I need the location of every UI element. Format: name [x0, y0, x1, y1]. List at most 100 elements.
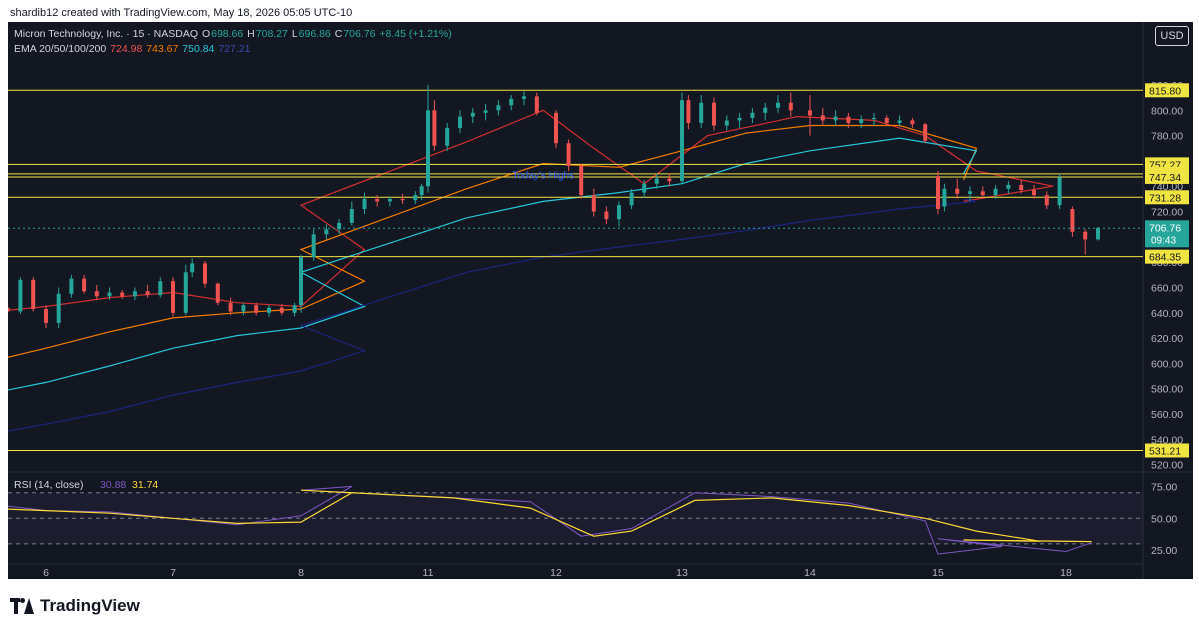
currency-button[interactable]: USD: [1155, 26, 1189, 46]
candle-body: [820, 115, 825, 121]
candle-body: [107, 292, 112, 297]
candle-body: [737, 117, 742, 121]
price-chart[interactable]: 520.00 540.00 560.00 580.00 600.00 620.00 640.…: [8, 22, 1193, 579]
time-tick-label: 15: [932, 567, 944, 579]
price-tick-label: 800.00: [1151, 105, 1183, 117]
candle-body: [94, 291, 99, 297]
candle-body: [629, 192, 634, 206]
candle-body: [808, 110, 812, 116]
rsi-ma-value: 31.74: [132, 479, 158, 491]
candle-body: [566, 143, 571, 166]
candle-body: [267, 307, 271, 313]
candle-body: [292, 305, 297, 313]
ema100-value: 750.84: [182, 43, 215, 55]
candle-body: [279, 307, 284, 313]
candle-body: [82, 278, 87, 292]
candle-body: [654, 178, 659, 184]
candle-body: [617, 205, 621, 220]
annotation-text: Today's Highs: [512, 171, 574, 182]
tradingview-logo: TradingView: [10, 596, 140, 616]
candle-body: [1057, 177, 1062, 206]
ema-label: EMA 20/50/100/200: [14, 43, 107, 55]
price-tick-label: 640.00: [1151, 308, 1183, 320]
price-tick-label: 560.00: [1151, 409, 1183, 421]
candle-body: [362, 198, 367, 210]
level-tag-label: 747.34: [1149, 172, 1181, 184]
candle-body: [591, 195, 596, 212]
level-tag: [1145, 83, 1189, 98]
level-tag: [1145, 169, 1189, 184]
level-tag: [1145, 190, 1189, 205]
candle-body: [445, 128, 450, 146]
candle-body: [884, 117, 889, 123]
rsi-tick-label: 25.00: [1151, 545, 1177, 557]
time-tick-label: 14: [804, 567, 816, 579]
candle-body: [642, 183, 647, 193]
candle-body: [120, 292, 125, 297]
candle-body: [1096, 228, 1100, 240]
ema50-value: 743.67: [146, 43, 179, 55]
candle-body: [324, 229, 329, 235]
level-tag: [1145, 249, 1189, 264]
level-tag-label: 531.21: [1149, 445, 1181, 457]
ema-line-ema100: [8, 137, 978, 391]
candle-body: [419, 186, 424, 196]
candle-body: [31, 279, 36, 309]
change-value: +8.45 (+1.21%): [379, 28, 452, 40]
candle-body: [241, 305, 246, 312]
candle-body: [509, 98, 514, 106]
ohlc-legend: Micron Technology, Inc. · 15 · NASDAQ O6…: [14, 28, 453, 40]
candle-body: [846, 116, 851, 123]
high-label: H: [247, 28, 255, 40]
level-tag-label: 815.80: [1149, 85, 1181, 97]
low-value: 696.86: [298, 28, 331, 40]
candle-body: [1006, 184, 1011, 189]
candle-body: [8, 307, 10, 312]
level-tag: [1145, 443, 1189, 458]
candle-body: [18, 279, 23, 312]
chart-frame[interactable]: Micron Technology, Inc. · 15 · NASDAQ O6…: [8, 22, 1193, 579]
candle-body: [132, 291, 137, 297]
level-tag-label: 731.28: [1149, 192, 1181, 204]
ema200-value: 727.21: [218, 43, 251, 55]
candle-body: [158, 281, 163, 296]
candle-body: [1044, 195, 1049, 206]
chart-caption: shardib12 created with TradingView.com, …: [10, 7, 353, 19]
countdown-label: 09:43: [1151, 235, 1176, 246]
candle-body: [522, 96, 526, 99]
candle-body: [936, 177, 940, 210]
high-value: 708.27: [255, 28, 288, 40]
price-tick-label: 600.00: [1151, 358, 1183, 370]
candle-body: [667, 178, 672, 182]
ema-line-ema20: [8, 109, 1054, 311]
candle-body: [993, 188, 998, 196]
price-tick-label: 780.00: [1151, 131, 1183, 143]
candle-body: [554, 112, 558, 144]
candle-body: [776, 102, 780, 108]
candle-body: [349, 209, 354, 223]
candle-body: [432, 110, 437, 146]
candle-body: [171, 281, 175, 313]
ema20-value: 724.98: [110, 43, 143, 55]
symbol-title: Micron Technology, Inc. · 15 · NASDAQ: [14, 28, 199, 40]
price-tick-label: 720.00: [1151, 207, 1183, 219]
candle-body: [44, 309, 48, 323]
ema-line-ema50: [8, 124, 978, 358]
candle-body: [923, 124, 928, 141]
candle-body: [299, 257, 303, 306]
candle-body: [190, 263, 195, 273]
candle-body: [203, 263, 207, 284]
close-label: C: [334, 28, 343, 40]
price-tick-label: 540.00: [1151, 434, 1183, 446]
candle-body: [712, 102, 716, 126]
rsi-tick-label: 75.00: [1151, 481, 1177, 493]
candle-body: [311, 234, 316, 258]
candle-body: [699, 102, 704, 123]
candle-body: [833, 116, 838, 121]
open-value: 698.66: [211, 28, 244, 40]
candle-body: [337, 222, 342, 230]
time-tick-label: 18: [1060, 567, 1072, 579]
candle-body: [763, 107, 768, 113]
close-value: 706.76: [343, 28, 376, 40]
candle-body: [897, 120, 902, 123]
